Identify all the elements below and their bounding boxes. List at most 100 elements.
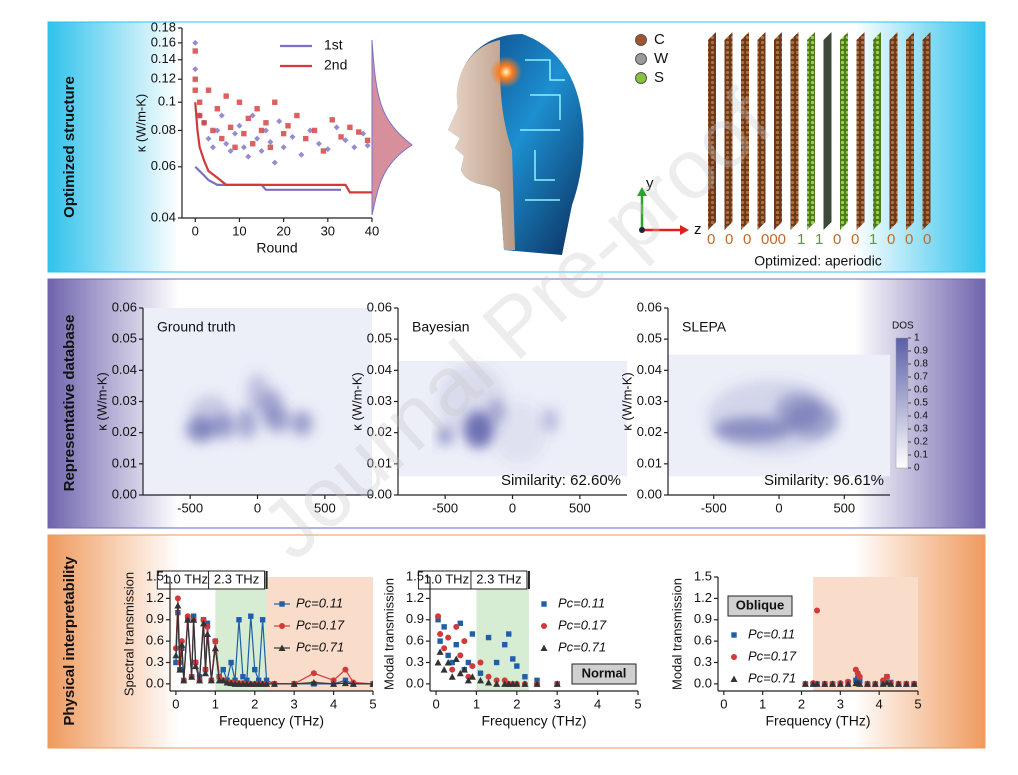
marker (453, 641, 459, 648)
marker (347, 124, 353, 131)
marker (219, 676, 227, 684)
marker (223, 140, 230, 147)
marker (201, 669, 209, 677)
legend-label: 1st (324, 37, 343, 53)
density-blob (246, 373, 269, 411)
y-tick-label: 0.03 (637, 393, 662, 408)
atomic-layer (724, 32, 733, 230)
marker (207, 676, 215, 684)
marker (178, 638, 185, 645)
element-label: S (654, 69, 664, 86)
y-tick-label: 0.0 (694, 675, 712, 690)
marker (232, 144, 238, 151)
marker (214, 127, 221, 134)
x-tick-label: -500 (177, 500, 203, 515)
atomic-layer (774, 32, 782, 230)
panel-title: Bayesian (412, 319, 470, 335)
element-label: C (654, 31, 665, 48)
colorbar-tick-label: 0.9 (914, 346, 928, 357)
marker (341, 679, 349, 687)
y-tick-label: 0.00 (637, 486, 662, 501)
atomic-layer (708, 32, 716, 230)
y-tick-label: 0.01 (637, 455, 662, 470)
row-label: Representative database (61, 315, 78, 492)
x-tick-label: 4 (594, 696, 601, 711)
y-tick-label: 0.02 (637, 424, 662, 439)
colorbar-tick-label: 1 (914, 333, 920, 344)
marker (434, 659, 442, 666)
marker (227, 147, 234, 154)
marker (895, 680, 903, 687)
y-axis-label: Modal transmission (669, 578, 684, 690)
marker (188, 673, 196, 680)
legend-label: Pc=0.11 (748, 626, 795, 641)
arrow-head (680, 225, 689, 235)
marker (280, 144, 287, 151)
marker (461, 638, 468, 645)
y-tick-label: 0.02 (367, 424, 392, 439)
marker (290, 680, 298, 687)
marker (276, 118, 283, 125)
x-tick-label: -500 (701, 500, 727, 515)
y-tick-label: 0.16 (151, 34, 176, 49)
marker (342, 137, 349, 144)
marker (449, 666, 456, 673)
layer-code: 1 (869, 231, 877, 248)
marker (245, 115, 251, 122)
y-axis-label: κ (W/m-K) (133, 94, 148, 152)
marker (501, 677, 508, 684)
colorbar-tick-label: 0.6 (914, 385, 928, 396)
marker (435, 617, 441, 623)
marker (510, 656, 516, 662)
y-tick-label: 0.04 (151, 209, 176, 224)
y-tick-label: 1.5 (694, 568, 712, 583)
colorbar-tick-label: 0.8 (914, 359, 928, 370)
marker (196, 676, 204, 684)
colorbar-tick-label: 0.3 (914, 424, 928, 435)
x-tick-label: 0 (254, 500, 261, 515)
y-tick-label: 0.05 (637, 331, 662, 346)
x-tick-label: 0 (432, 696, 439, 711)
y-tick-label: 0.06 (637, 299, 662, 314)
marker (493, 680, 501, 687)
y-tick-label: 0.9 (146, 611, 164, 626)
similarity: Similarity: 96.61% (764, 472, 884, 489)
marker (223, 93, 229, 99)
marker (220, 666, 226, 673)
marker (437, 631, 444, 637)
legend-label: Pc=0.11 (558, 595, 605, 610)
marker (210, 127, 216, 134)
layer-code: 0 (743, 231, 751, 248)
marker (285, 123, 291, 129)
frequency-band (266, 577, 373, 691)
legend-marker (731, 654, 737, 660)
marker (192, 48, 198, 54)
distribution (371, 39, 413, 216)
marker (477, 670, 484, 676)
marker (298, 151, 305, 158)
colorbar-tick-label: 0.2 (914, 437, 928, 448)
colorbar (895, 337, 909, 469)
legend-label: 2nd (324, 57, 347, 73)
marker (184, 616, 192, 623)
marker (856, 673, 863, 680)
marker (444, 659, 452, 666)
atomic-layer (790, 32, 799, 230)
density-blob (438, 364, 506, 439)
y-tick-label: 1.2 (406, 590, 424, 605)
marker (469, 663, 476, 670)
marker (477, 659, 484, 666)
marker (205, 87, 212, 93)
marker (263, 120, 269, 126)
y-tick-label: 0.06 (112, 299, 137, 314)
x-tick-label: 2 (798, 696, 805, 711)
marker (533, 680, 541, 687)
marker (871, 680, 879, 687)
marker (271, 159, 278, 166)
layer-code: 0 (887, 231, 895, 248)
atomic-layer (741, 32, 749, 230)
marker (254, 106, 260, 112)
marker (214, 106, 221, 112)
marker (263, 677, 270, 684)
x-tick-label: 4 (330, 696, 337, 711)
